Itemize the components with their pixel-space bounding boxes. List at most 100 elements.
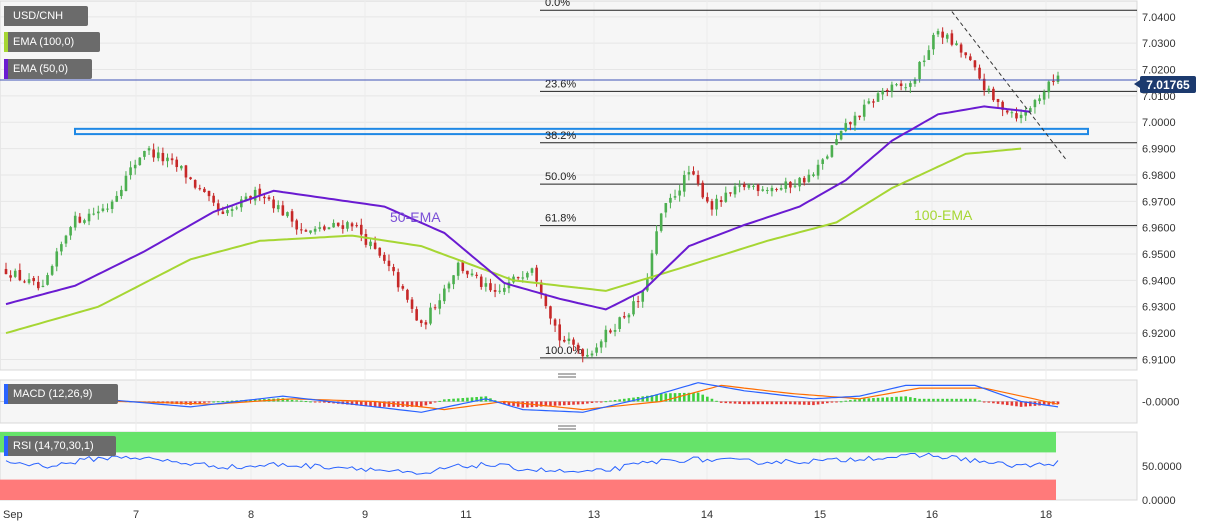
candle-body <box>226 210 229 214</box>
macd-histogram-bar <box>286 399 289 402</box>
candle-body <box>189 177 192 180</box>
candle-body <box>1001 101 1004 110</box>
candle-body <box>83 220 86 223</box>
macd-histogram-bar <box>1038 401 1041 406</box>
candle-body <box>263 196 266 199</box>
macd-histogram-bar <box>899 396 903 402</box>
candle-body <box>235 207 239 209</box>
candle-body <box>945 34 949 39</box>
candle-body <box>87 213 91 222</box>
candle-body <box>281 205 285 216</box>
candle-body <box>904 87 908 89</box>
macd-histogram-bar <box>830 401 834 403</box>
candle-body <box>586 354 589 357</box>
candle-body <box>1010 112 1014 114</box>
time-tick-label: 16 <box>926 509 938 521</box>
price-tick-label: 6.9300 <box>1142 302 1176 314</box>
macd-histogram-bar <box>327 401 331 403</box>
candle-body <box>613 330 617 332</box>
rsi-line <box>5 452 1059 475</box>
candle-body <box>350 223 354 227</box>
candle-body <box>346 222 349 229</box>
macd-histogram-bar <box>807 401 811 405</box>
macd-histogram-bar <box>516 401 520 407</box>
macd-histogram-bar <box>885 397 889 402</box>
macd-histogram-bar <box>904 396 908 402</box>
candle-body <box>696 174 700 184</box>
candle-body <box>761 189 765 191</box>
candle-body <box>115 195 119 202</box>
legend-symbol[interactable]: USD/CNH <box>4 6 88 26</box>
candle-body <box>272 199 275 209</box>
candle-body <box>143 150 146 157</box>
candle-body <box>959 44 963 53</box>
macd-histogram-bar <box>895 396 898 402</box>
candle-body <box>419 320 423 324</box>
ema100-line <box>5 147 1022 335</box>
candle-body <box>816 164 820 176</box>
macd-histogram-bar <box>927 398 931 402</box>
support-zone <box>74 127 1089 136</box>
macd-histogram-bar <box>369 401 372 407</box>
macd-histogram-bar <box>507 401 511 406</box>
candle-body <box>133 164 137 169</box>
macd-histogram-bar <box>959 398 963 402</box>
legend-ema100[interactable]: EMA (100,0) <box>4 32 100 52</box>
macd-histogram-bar <box>313 401 317 403</box>
macd-histogram-bar <box>461 398 465 402</box>
macd-histogram-bar <box>221 401 225 403</box>
macd-histogram-bar <box>945 398 949 402</box>
pane-splitter-2[interactable] <box>556 424 578 431</box>
candle-body <box>180 165 183 169</box>
macd-histogram-bar <box>650 395 654 402</box>
macd-histogram-bar <box>784 401 788 405</box>
candle-body <box>978 67 981 79</box>
price-tick-label: 6.9200 <box>1142 328 1176 340</box>
legend-ema50[interactable]: EMA (50,0) <box>4 59 92 79</box>
macd-histogram-bar <box>452 398 455 402</box>
macd-histogram-bar <box>359 401 363 406</box>
macd-histogram-bar <box>682 392 686 402</box>
macd-histogram-bar <box>203 401 206 403</box>
legend-rsi[interactable]: RSI (14,70,30,1) <box>4 436 116 456</box>
candle-body <box>429 307 432 324</box>
pane-splitter-1[interactable] <box>556 372 578 379</box>
candle-body <box>92 213 95 215</box>
candle-body <box>341 225 345 229</box>
candle-body <box>789 181 792 188</box>
macd-histogram-bar <box>503 401 506 405</box>
macd-histogram-bar <box>706 396 709 402</box>
ema100-annotation: 100-EMA <box>914 207 973 223</box>
ema50-annotation: 50-EMA <box>390 209 441 225</box>
candle-body <box>853 115 857 126</box>
time-tick-label: 18 <box>1040 509 1052 521</box>
macd-histogram-bar <box>687 392 691 402</box>
candle-body <box>706 197 709 202</box>
fib-label-1: 23.6% <box>545 78 576 90</box>
legend-macd[interactable]: MACD (12,26,9) <box>4 384 118 404</box>
macd-histogram-bar <box>858 398 861 402</box>
candle-body <box>207 190 211 197</box>
candle-body <box>876 93 880 102</box>
macd-histogram-bar <box>595 401 598 403</box>
macd-histogram-bar <box>659 393 663 402</box>
macd-histogram-bar <box>955 398 958 402</box>
macd-histogram-bar <box>350 401 354 405</box>
candle-body <box>170 158 174 161</box>
candle-body <box>36 281 40 289</box>
candle-body <box>775 189 778 191</box>
macd-histogram-bar <box>742 401 746 405</box>
candle-body <box>161 152 165 162</box>
candle-body <box>203 188 206 193</box>
macd-histogram-bar <box>738 401 741 404</box>
price-pane <box>0 0 1138 371</box>
candle-body <box>1033 100 1037 108</box>
current-price-badge: 7.01765 <box>1134 76 1196 93</box>
candle-body <box>323 226 326 230</box>
candle-body <box>295 220 298 230</box>
candle-body <box>396 272 400 288</box>
macd-histogram-bar <box>226 400 229 402</box>
macd-histogram-bar <box>918 398 921 402</box>
candle-body <box>96 211 100 214</box>
